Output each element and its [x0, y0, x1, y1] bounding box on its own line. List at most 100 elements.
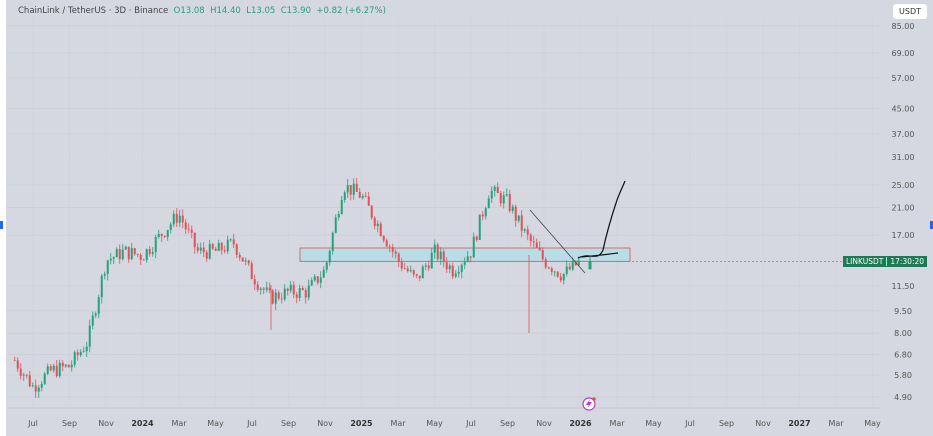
chart-frame[interactable]: ChainLink / TetherUS · 3D · Binance O13.…: [6, 0, 933, 436]
y-tick-label: 85.00: [892, 22, 915, 31]
x-tick-label: Sep: [62, 419, 77, 428]
candle-body: [409, 270, 412, 272]
candle-body: [298, 288, 301, 298]
candle-body: [442, 251, 445, 263]
candle-body: [331, 232, 334, 251]
candle-body: [454, 273, 457, 277]
x-tick-label: Jul: [246, 419, 257, 428]
y-tick-label: 5.80: [894, 371, 912, 380]
candle-body: [67, 364, 70, 368]
candle-body: [538, 247, 541, 251]
candle-body: [115, 249, 118, 258]
candle-body: [376, 223, 379, 227]
right-edge-marker: [930, 221, 933, 229]
candle-body: [58, 362, 61, 377]
candle-body: [400, 261, 403, 269]
x-tick-label: Jul: [465, 419, 476, 428]
candle-body: [457, 271, 460, 274]
candle-body: [343, 192, 346, 200]
candle-body: [40, 383, 43, 388]
candle-body: [472, 236, 475, 258]
x-tick-label: May: [207, 419, 224, 428]
candle-body: [448, 265, 451, 270]
notification-dot: [592, 397, 596, 401]
candle-body: [553, 271, 556, 273]
candle-body: [226, 239, 229, 252]
candle-body: [406, 268, 409, 272]
candle-body: [505, 194, 508, 196]
candle-body: [13, 360, 16, 362]
candle-body: [262, 288, 265, 290]
candle-body: [160, 233, 163, 236]
candle-body: [325, 262, 328, 270]
candle-body: [451, 265, 454, 277]
candle-body: [445, 262, 448, 270]
candle-body: [34, 385, 37, 392]
candle-body: [367, 196, 370, 206]
x-tick-label: Nov: [317, 419, 333, 428]
candle-body: [46, 366, 49, 374]
x-tick-label: Jul: [684, 419, 695, 428]
candle-body: [466, 256, 469, 262]
candle-body: [361, 195, 364, 198]
candle-body: [307, 285, 310, 298]
x-tick-label: 2027: [788, 419, 810, 428]
trendline: [529, 209, 586, 274]
candle-body: [547, 267, 550, 269]
candle-body: [277, 292, 280, 299]
candle-body: [241, 257, 244, 262]
candle-body: [190, 229, 193, 233]
candle-body: [76, 352, 79, 356]
x-tick-label: Mar: [390, 419, 406, 428]
candle-body: [388, 246, 391, 248]
symbol-title[interactable]: ChainLink / TetherUS · 3D · Binance: [18, 6, 169, 16]
candle-body: [532, 241, 535, 243]
candle-body: [358, 191, 361, 198]
projection-drawing: [577, 180, 626, 259]
x-tick-label: Mar: [171, 419, 187, 428]
candle-body: [397, 253, 400, 262]
candle-body: [163, 235, 166, 238]
candle-body: [559, 276, 562, 281]
x-tick-label: Mar: [609, 419, 625, 428]
candle-body: [346, 185, 349, 193]
candle-body: [304, 290, 307, 298]
candle-body: [478, 214, 481, 240]
candle-body: [187, 229, 190, 230]
open-value: O13.08: [173, 6, 205, 16]
candle-body: [364, 195, 367, 197]
y-tick-label: 57.00: [892, 74, 915, 83]
candle-body: [106, 260, 109, 274]
candle-body: [43, 373, 46, 384]
candle-body: [535, 242, 538, 248]
candle-body: [259, 288, 262, 290]
candle-body: [550, 268, 553, 272]
candle-body: [124, 246, 127, 250]
candle-body: [217, 242, 220, 251]
candle-body: [370, 205, 373, 218]
candle-body: [565, 266, 568, 274]
candle-body: [574, 260, 577, 266]
candle-body: [562, 273, 565, 281]
candle-body: [169, 224, 172, 231]
candle-body: [301, 288, 304, 291]
candle-body: [121, 249, 124, 260]
candle-body: [208, 243, 211, 259]
candle-body: [16, 360, 19, 369]
candle-body: [211, 243, 214, 249]
close-value: C13.90: [280, 6, 311, 16]
candle-body: [349, 185, 352, 195]
y-tick-label: 25.00: [892, 181, 915, 190]
x-tick-label: May: [645, 419, 662, 428]
candle-body: [379, 223, 382, 237]
candle-body: [214, 248, 217, 251]
currency-button[interactable]: USDT: [893, 4, 927, 19]
x-tick-label: 2025: [350, 419, 373, 428]
x-tick-label: May: [864, 419, 881, 428]
candle-body: [178, 215, 181, 223]
candle-body: [352, 183, 355, 195]
candle-body: [82, 351, 85, 353]
candle-body: [541, 250, 544, 260]
candle-body: [265, 287, 268, 290]
